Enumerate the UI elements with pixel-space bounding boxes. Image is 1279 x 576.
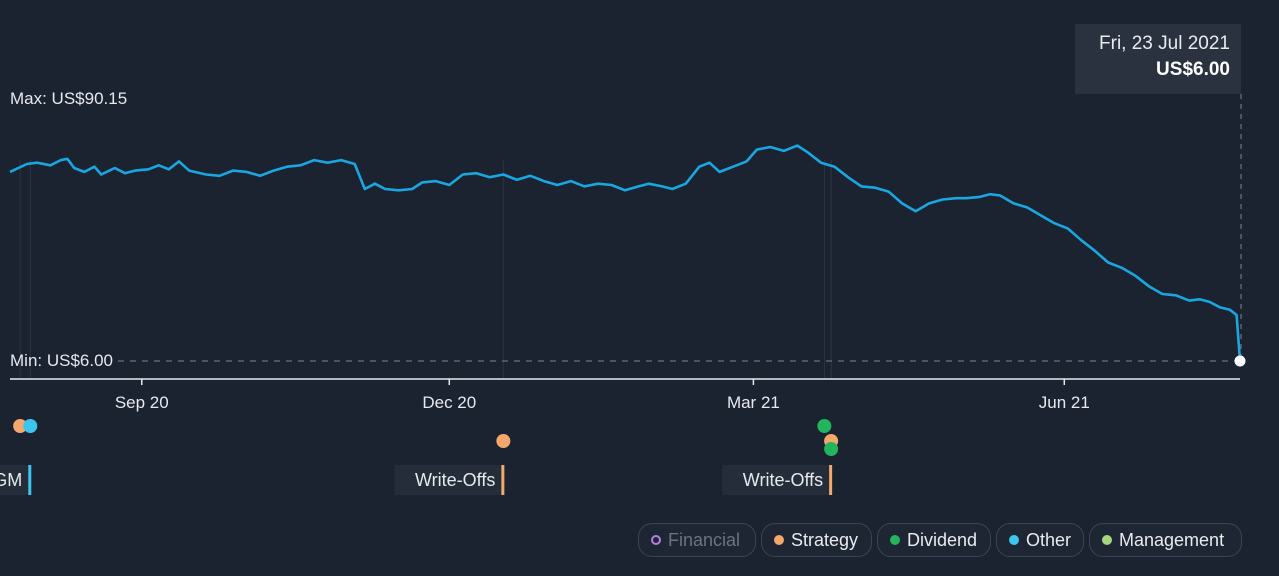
legend-other-label: Other <box>1026 529 1072 550</box>
x-axis-tick-label: Dec 20 <box>422 393 476 412</box>
event-label[interactable]: Write-Offs <box>394 465 505 495</box>
x-axis-tick-label: Sep 20 <box>115 393 169 412</box>
hover-tooltip: Fri, 23 Jul 2021 US$6.00 <box>1075 24 1241 94</box>
legend-management-toggle[interactable]: Management <box>1089 523 1242 557</box>
tooltip-date: Fri, 23 Jul 2021 <box>1099 33 1230 54</box>
max-price-label: Max: US$90.15 <box>10 89 127 108</box>
event-label-text: AGM <box>0 470 22 490</box>
legend-strategy-label: Strategy <box>791 529 859 550</box>
legend-financial-label: Financial <box>668 529 741 550</box>
legend-management-label: Management <box>1119 529 1225 550</box>
event-label-background <box>722 465 833 495</box>
event-marker-strategy[interactable] <box>13 419 28 433</box>
legend-dividend-toggle[interactable]: Dividend <box>877 523 991 557</box>
legend-other-toggle[interactable]: Other <box>996 523 1084 557</box>
x-axis-tick-label: Jun 21 <box>1039 393 1090 412</box>
tooltip-price: US$6.00 <box>1156 59 1230 80</box>
legend-financial-dot <box>651 535 661 545</box>
legend-management-dot <box>1102 535 1112 545</box>
event-label-background <box>0 465 32 495</box>
event-label-text: Write-Offs <box>743 470 823 490</box>
event-label-accent <box>829 465 833 495</box>
event-label[interactable]: AGM <box>0 465 32 495</box>
event-label-accent <box>501 465 505 495</box>
event-label-background <box>394 465 505 495</box>
legend-other-dot <box>1009 535 1019 545</box>
event-label[interactable]: Write-Offs <box>722 465 833 495</box>
legend-strategy-dot <box>774 535 784 545</box>
event-label-accent <box>28 465 32 495</box>
min-price-label: Min: US$6.00 <box>10 351 113 370</box>
legend-financial-toggle[interactable]: Financial <box>638 523 756 557</box>
x-axis-tick-label: Mar 21 <box>727 393 780 412</box>
event-marker-strategy[interactable] <box>496 434 511 448</box>
legend-dividend-label: Dividend <box>907 529 978 550</box>
legend-dividend-dot <box>890 535 900 545</box>
price-line <box>9 144 1242 362</box>
legend-strategy-toggle[interactable]: Strategy <box>761 523 872 557</box>
current-price-marker <box>1234 355 1246 367</box>
event-marker-dividend[interactable] <box>824 442 839 456</box>
event-marker-dividend[interactable] <box>817 419 832 433</box>
event-marker-other[interactable] <box>23 419 38 433</box>
event-label-text: Write-Offs <box>415 470 495 490</box>
